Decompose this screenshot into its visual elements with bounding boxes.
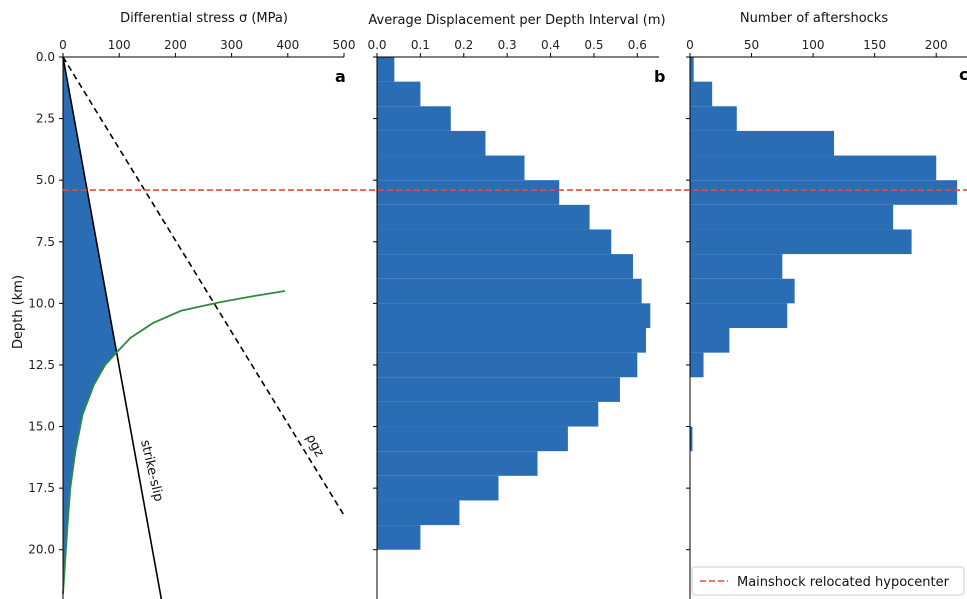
panel-b-bar bbox=[377, 377, 620, 402]
panel-b: 0.0 0.1 0.2 0.3 0.4 0.5 0.6 bbox=[367, 38, 659, 599]
panel-b-bar bbox=[377, 303, 651, 328]
panel-c-x-tick-label: 150 bbox=[863, 38, 886, 52]
panel-b-x-tick-label: 0.2 bbox=[454, 38, 473, 52]
panel-b-x-tick-label: 0.3 bbox=[498, 38, 517, 52]
panel-letter-b: b bbox=[654, 67, 665, 86]
panel-b-bar bbox=[377, 426, 568, 452]
panel-b-bar bbox=[377, 352, 638, 378]
panel-b-bar bbox=[377, 81, 421, 107]
panel-b-bar bbox=[377, 57, 395, 82]
panel-b-bar bbox=[377, 401, 599, 427]
panel-c-x-tick-label: 100 bbox=[802, 38, 825, 52]
panel-a-y-tick-label: 10.0 bbox=[28, 296, 55, 310]
panel-b-bar bbox=[377, 180, 560, 205]
panel-c-bar bbox=[690, 180, 958, 205]
panel-c-bar bbox=[690, 204, 894, 230]
panel-c-bar bbox=[690, 328, 730, 353]
panel-b-bar bbox=[377, 500, 460, 526]
panel-b-bar bbox=[377, 475, 499, 501]
panel-a-x-tick-label: 0 bbox=[59, 38, 67, 52]
panel-c: 0 50 100 150 200 bbox=[686, 38, 967, 599]
panel-a-x-tick-label: 400 bbox=[276, 38, 299, 52]
panel-a-y-tick-label: 12.5 bbox=[28, 358, 55, 372]
panel-b-bar bbox=[377, 451, 538, 476]
panel-c-bar bbox=[690, 57, 694, 82]
panel-b-bar bbox=[377, 130, 486, 156]
panel-a-ylabel: Depth (km) bbox=[11, 275, 26, 349]
strength-envelope-fill bbox=[63, 57, 117, 595]
panel-b-bar bbox=[377, 328, 646, 353]
panel-b-bar bbox=[377, 204, 590, 230]
panel-b-x-tick-label: 0.0 bbox=[367, 38, 386, 52]
panel-c-bar bbox=[690, 155, 937, 181]
panel-c-xlabel: Number of aftershocks bbox=[740, 11, 888, 26]
panel-c-x-tick-label: 0 bbox=[686, 38, 694, 52]
panel-c-bar bbox=[690, 81, 713, 107]
legend-label: Mainshock relocated hypocenter bbox=[737, 575, 950, 590]
panel-a-y-tick-label: 20.0 bbox=[28, 543, 55, 557]
panel-c-x-tick-label: 200 bbox=[925, 38, 948, 52]
panel-a-xlabel: Differential stress σ (MPa) bbox=[120, 11, 288, 26]
panel-b-x-tick-label: 0.1 bbox=[411, 38, 430, 52]
panel-b-bar bbox=[377, 278, 642, 304]
panel-a-x-tick-label: 200 bbox=[164, 38, 187, 52]
panel-a-y-tick-label: 2.5 bbox=[36, 112, 55, 126]
panel-letter-c: c bbox=[959, 65, 967, 84]
panel-b-bar bbox=[377, 525, 421, 550]
rho-g-z-annotation: ρgz bbox=[302, 432, 326, 460]
panel-a-y-tick-label: 7.5 bbox=[36, 235, 55, 249]
panel-a-y-tick-label: 15.0 bbox=[28, 420, 55, 434]
panel-b-bar bbox=[377, 229, 612, 255]
ductile-line bbox=[62, 290, 286, 595]
panel-c-bar bbox=[690, 426, 693, 452]
panel-c-bar bbox=[690, 303, 788, 328]
panel-a-y-tick-label: 17.5 bbox=[28, 481, 55, 495]
panel-c-bar bbox=[690, 352, 704, 378]
panel-b-x-tick-label: 0.5 bbox=[584, 38, 603, 52]
panel-c-x-tick-label: 50 bbox=[744, 38, 759, 52]
panel-a-y-tick-label: 0.0 bbox=[36, 50, 55, 64]
panel-a: 0 100 200 300 400 500 0.0 2.5 5.0 7.5 10.0 12.5 15.0… bbox=[28, 38, 355, 599]
panel-c-bar bbox=[690, 229, 912, 255]
panel-c-bar bbox=[690, 278, 795, 304]
panel-letter-a: a bbox=[335, 67, 346, 86]
panel-a-y-tick-label: 5.0 bbox=[36, 173, 55, 187]
strike-slip-line bbox=[62, 56, 163, 599]
panel-b-x-tick-label: 0.6 bbox=[628, 38, 647, 52]
panel-c-bar bbox=[690, 130, 835, 156]
panel-b-bar bbox=[377, 155, 525, 181]
panel-a-x-tick-label: 100 bbox=[108, 38, 131, 52]
legend: Mainshock relocated hypocenter bbox=[691, 566, 965, 596]
panel-c-bar bbox=[690, 106, 737, 131]
panel-b-bar bbox=[377, 254, 633, 279]
panel-b-xlabel: Average Displacement per Depth Interval … bbox=[368, 13, 665, 28]
panel-b-x-tick-label: 0.4 bbox=[541, 38, 560, 52]
panel-a-x-tick-label: 500 bbox=[333, 38, 356, 52]
panel-b-bar bbox=[377, 106, 451, 131]
legend-box bbox=[691, 566, 965, 596]
panel-c-bar bbox=[690, 254, 783, 279]
panel-a-x-tick-label: 300 bbox=[220, 38, 243, 52]
